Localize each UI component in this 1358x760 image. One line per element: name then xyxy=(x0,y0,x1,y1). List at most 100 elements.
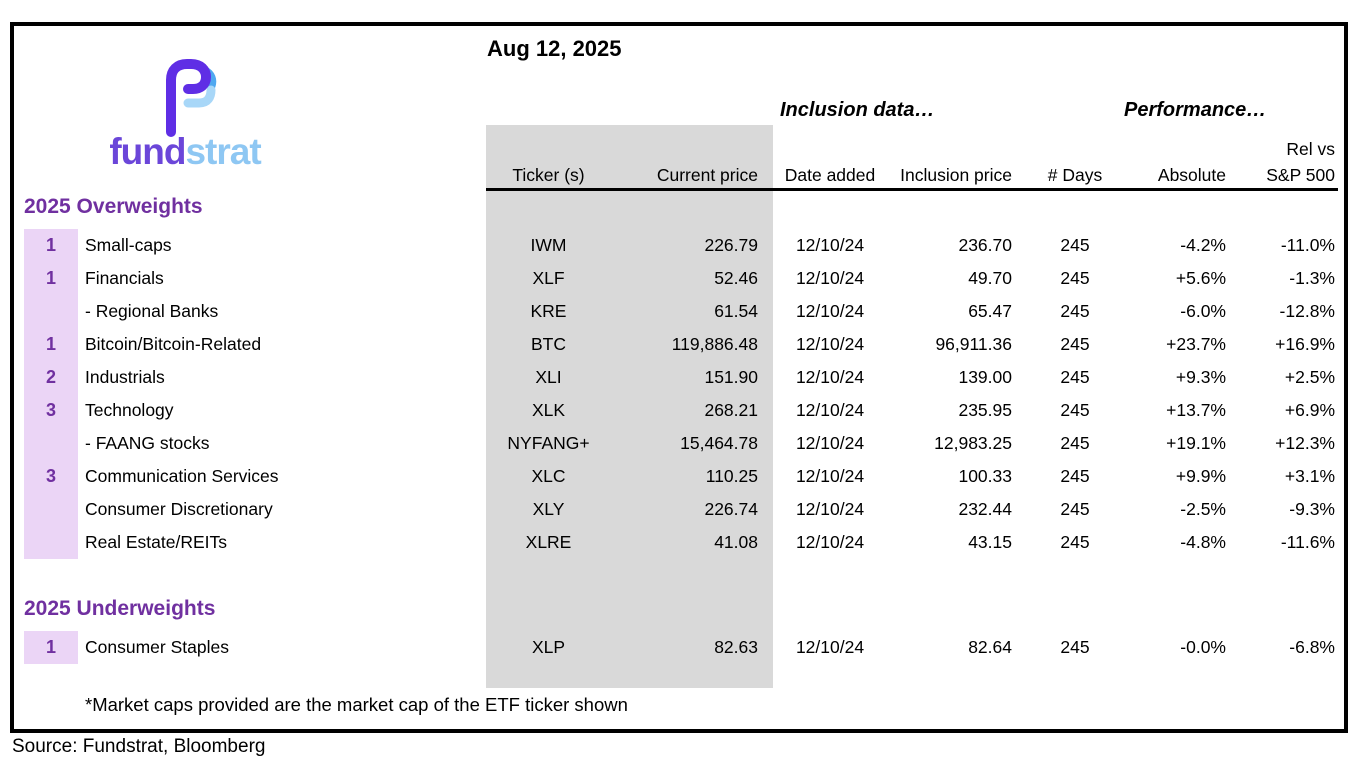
inclusion-price-cell: 236.70 xyxy=(958,235,1012,255)
table-row: - Regional Banks KRE 61.54 12/10/24 65.4… xyxy=(0,295,1358,328)
footnote: *Market caps provided are the market cap… xyxy=(85,694,628,715)
ticker-cell: XLC xyxy=(531,466,566,486)
rel-sp500-cell: -11.0% xyxy=(1280,235,1335,255)
rank-badge xyxy=(24,493,78,526)
absolute-perf-cell: +13.7% xyxy=(1166,400,1226,420)
rel-sp500-cell: +2.5% xyxy=(1284,367,1335,387)
category-label: Real Estate/REITs xyxy=(85,532,227,552)
days-cell: 245 xyxy=(1060,268,1090,288)
rel-sp500-cell: -1.3% xyxy=(1289,268,1335,288)
rel-sp500-cell: +16.9% xyxy=(1275,334,1335,354)
category-label: - FAANG stocks xyxy=(85,433,210,453)
shaded-column xyxy=(486,125,773,688)
inclusion-price-cell: 96,911.36 xyxy=(935,334,1012,354)
rel-sp500-cell: -9.3% xyxy=(1289,499,1335,519)
inclusion-price-cell: 49.70 xyxy=(968,268,1012,288)
fundstrat-logo: fundstrat xyxy=(50,131,320,173)
category-label: Consumer Staples xyxy=(85,637,229,657)
current-price-cell: 61.54 xyxy=(714,301,758,321)
inclusion-price-cell: 235.95 xyxy=(958,400,1012,420)
fundstrat-f-icon xyxy=(166,59,217,137)
ticker-cell: BTC xyxy=(531,334,566,354)
ticker-cell: XLK xyxy=(531,400,566,420)
category-label: Small-caps xyxy=(85,235,172,255)
date-added-cell: 12/10/24 xyxy=(795,367,865,387)
inclusion-data-header: Inclusion data… xyxy=(780,99,935,121)
category-label: Financials xyxy=(85,268,164,288)
date-added-cell: 12/10/24 xyxy=(795,433,865,453)
table-row: 1 Financials XLF 52.46 12/10/24 49.70 24… xyxy=(0,262,1358,295)
source-line: Source: Fundstrat, Bloomberg xyxy=(12,736,266,757)
rank-badge: 1 xyxy=(24,262,78,295)
absolute-perf-cell: +5.6% xyxy=(1175,268,1226,288)
absolute-perf-cell: +9.3% xyxy=(1175,367,1226,387)
category-label: Communication Services xyxy=(85,466,279,486)
rank-badge: 3 xyxy=(24,394,78,427)
category-label: Industrials xyxy=(85,367,165,387)
current-price-cell: 41.08 xyxy=(714,532,758,552)
col-header-rel-vs-sp500: Rel vs S&P 500 xyxy=(1237,136,1335,188)
rel-sp500-cell: -11.6% xyxy=(1280,532,1335,552)
absolute-perf-cell: -4.8% xyxy=(1180,532,1226,552)
ticker-cell: XLRE xyxy=(525,532,572,552)
col-header-absolute: Absolute xyxy=(1157,165,1226,185)
table-row: Consumer Discretionary XLY 226.74 12/10/… xyxy=(0,493,1358,526)
rank-badge: 2 xyxy=(24,361,78,394)
col-header-inclusion-price: Inclusion price xyxy=(900,165,1012,185)
category-label: - Regional Banks xyxy=(85,301,219,321)
rel-sp500-cell: +3.1% xyxy=(1284,466,1335,486)
current-price-cell: 119,886.48 xyxy=(671,334,758,354)
table-row: 2 Industrials XLI 151.90 12/10/24 139.00… xyxy=(0,361,1358,394)
underweights-rows: 1 Consumer Staples XLP 82.63 12/10/24 82… xyxy=(0,631,1358,664)
inclusion-price-cell: 43.15 xyxy=(968,532,1012,552)
current-price-cell: 268.21 xyxy=(704,400,758,420)
date-added-cell: 12/10/24 xyxy=(795,301,865,321)
date-added-cell: 12/10/24 xyxy=(795,268,865,288)
performance-header: Performance… xyxy=(1124,99,1267,121)
table-row: 1 Bitcoin/Bitcoin-Related BTC 119,886.48… xyxy=(0,328,1358,361)
col-header-current-price: Current price xyxy=(656,165,758,185)
absolute-perf-cell: +23.7% xyxy=(1166,334,1226,354)
absolute-perf-cell: -4.2% xyxy=(1180,235,1226,255)
underweights-title: 2025 Underweights xyxy=(24,597,216,620)
absolute-perf-cell: +9.9% xyxy=(1175,466,1226,486)
col-header-rel-line1: Rel vs xyxy=(1286,139,1335,159)
rank-badge xyxy=(24,295,78,328)
current-price-cell: 15,464.78 xyxy=(680,433,758,453)
days-cell: 245 xyxy=(1060,532,1090,552)
category-label: Technology xyxy=(85,400,174,420)
days-cell: 245 xyxy=(1060,301,1090,321)
days-cell: 245 xyxy=(1060,367,1090,387)
ticker-cell: XLY xyxy=(532,499,565,519)
table-row: 1 Consumer Staples XLP 82.63 12/10/24 82… xyxy=(0,631,1358,664)
rank-badge: 1 xyxy=(24,631,78,664)
header-underline xyxy=(486,188,1338,191)
inclusion-price-cell: 232.44 xyxy=(958,499,1012,519)
date-added-cell: 12/10/24 xyxy=(795,532,865,552)
days-cell: 245 xyxy=(1060,433,1090,453)
date-added-cell: 12/10/24 xyxy=(795,499,865,519)
absolute-perf-cell: -6.0% xyxy=(1180,301,1226,321)
rank-badge: 1 xyxy=(24,328,78,361)
ticker-cell: XLP xyxy=(531,637,566,657)
inclusion-price-cell: 65.47 xyxy=(968,301,1012,321)
days-cell: 245 xyxy=(1060,334,1090,354)
category-label: Bitcoin/Bitcoin-Related xyxy=(85,334,262,354)
rank-badge xyxy=(24,526,78,559)
inclusion-price-cell: 12,983.25 xyxy=(934,433,1012,453)
table-row: 3 Communication Services XLC 110.25 12/1… xyxy=(0,460,1358,493)
days-cell: 245 xyxy=(1060,400,1090,420)
days-cell: 245 xyxy=(1060,499,1090,519)
col-header-rel-line2: S&P 500 xyxy=(1266,165,1335,185)
current-price-cell: 52.46 xyxy=(714,268,758,288)
table-row: 1 Small-caps IWM 226.79 12/10/24 236.70 … xyxy=(0,229,1358,262)
rel-sp500-cell: -6.8% xyxy=(1289,637,1335,657)
date-added-cell: 12/10/24 xyxy=(795,637,865,657)
inclusion-price-cell: 82.64 xyxy=(968,637,1012,657)
date-added-cell: 12/10/24 xyxy=(795,466,865,486)
report-date: Aug 12, 2025 xyxy=(487,36,622,61)
ticker-cell: KRE xyxy=(530,301,567,321)
logo-word-fund: fund xyxy=(109,131,186,172)
logo-word-strat: strat xyxy=(185,131,261,172)
overweights-rows: 1 Small-caps IWM 226.79 12/10/24 236.70 … xyxy=(0,229,1358,559)
